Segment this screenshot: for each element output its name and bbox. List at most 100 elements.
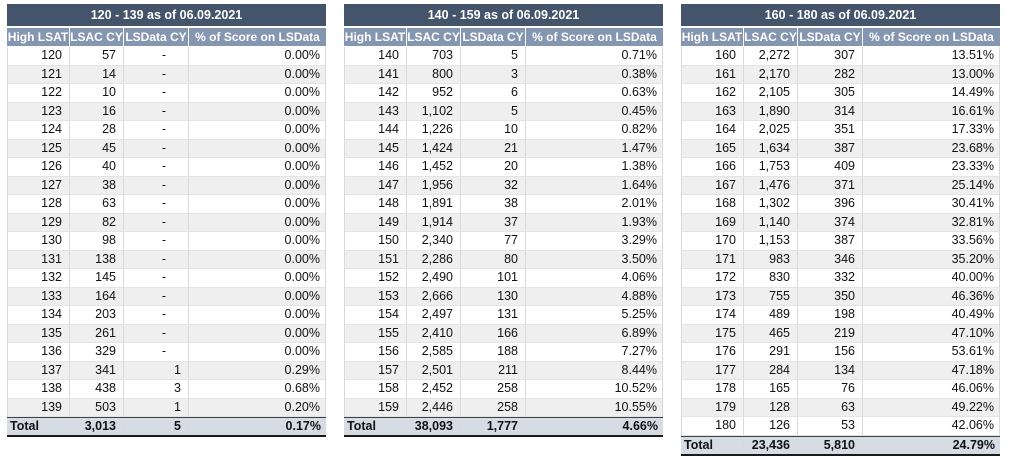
cell: 132 bbox=[41, 270, 62, 284]
cell: 127 bbox=[41, 177, 62, 192]
cell: 122 bbox=[41, 85, 62, 99]
cell: 1,476 bbox=[743, 176, 797, 194]
cell: - bbox=[123, 287, 188, 305]
cell: 1,452 bbox=[406, 158, 460, 176]
cell: 0.00% bbox=[188, 269, 325, 287]
cell: 138 bbox=[41, 381, 62, 395]
table-row: 146 1,452 20 1.38% bbox=[345, 158, 662, 177]
cell: 371 bbox=[797, 176, 862, 194]
cell: 126 bbox=[41, 159, 62, 173]
cell: 153 bbox=[378, 288, 399, 303]
cell: 98 bbox=[69, 232, 123, 250]
cell: 140 bbox=[378, 48, 399, 62]
total-lsac-cy: 23,436 bbox=[743, 436, 797, 454]
cell: 0.68% bbox=[188, 380, 325, 398]
cell: 10.52% bbox=[525, 380, 662, 398]
cell: 1,102 bbox=[406, 102, 460, 120]
table-body: 140 703 5 0.71% 141 800 3 0.38% 142 952 6 0.63% 143 1… bbox=[344, 47, 663, 417]
cell: 128 bbox=[41, 196, 62, 210]
cell: 6.89% bbox=[525, 324, 662, 342]
cell: 3 bbox=[123, 380, 188, 398]
cell: - bbox=[123, 250, 188, 268]
cell: - bbox=[123, 158, 188, 176]
cell: - bbox=[123, 269, 188, 287]
cell: 409 bbox=[797, 158, 862, 176]
total-pct-score: 0.17% bbox=[188, 418, 326, 435]
cell: 8.44% bbox=[525, 361, 662, 379]
cell: 0.00% bbox=[188, 84, 325, 102]
cell: 5.25% bbox=[525, 306, 662, 324]
table-row: 173 755 350 46.36% bbox=[682, 287, 999, 306]
cell: 0.00% bbox=[188, 287, 325, 305]
cell: 168 bbox=[715, 196, 736, 210]
cell: 350 bbox=[797, 287, 862, 305]
cell: 0.00% bbox=[188, 121, 325, 139]
cell: 755 bbox=[743, 287, 797, 305]
table-row: 134 203-0.00% bbox=[8, 306, 325, 325]
cell: 144 bbox=[378, 122, 399, 136]
cell: 63 bbox=[797, 398, 862, 416]
cell: - bbox=[123, 65, 188, 83]
cell: 148 bbox=[378, 196, 399, 210]
table-row: 171 983 346 35.20% bbox=[682, 250, 999, 269]
cell: 53 bbox=[797, 417, 862, 435]
cell: 125 bbox=[41, 140, 62, 155]
cell: 800 bbox=[406, 65, 460, 83]
cell: 0.00% bbox=[188, 176, 325, 194]
cell: 258 bbox=[460, 380, 525, 398]
cell: 123 bbox=[41, 103, 62, 118]
cell: 2,105 bbox=[743, 84, 797, 102]
cell: 23.33% bbox=[862, 158, 999, 176]
cell: 63 bbox=[69, 195, 123, 213]
cell: 14.49% bbox=[862, 84, 999, 102]
cell: 307 bbox=[797, 47, 862, 65]
table-row: 156 2,585 188 7.27% bbox=[345, 343, 662, 362]
cell: 1,890 bbox=[743, 102, 797, 120]
cell: 0.63% bbox=[525, 84, 662, 102]
cell: 346 bbox=[797, 250, 862, 268]
cell: 1.93% bbox=[525, 213, 662, 231]
table-row: 128 63-0.00% bbox=[8, 195, 325, 214]
cell: 3 bbox=[460, 65, 525, 83]
cell: 0.00% bbox=[188, 195, 325, 213]
cell: 503 bbox=[69, 398, 123, 416]
header-lsac-cy: LSAC CY bbox=[69, 28, 123, 46]
cell: 131 bbox=[460, 306, 525, 324]
table-row: 136 329-0.00% bbox=[8, 343, 325, 362]
cell: 0.00% bbox=[188, 65, 325, 83]
table-row: 124 28-0.00% bbox=[8, 121, 325, 140]
cell: 374 bbox=[797, 213, 862, 231]
total-label: Total bbox=[684, 437, 713, 452]
cell: 282 bbox=[797, 65, 862, 83]
header-lsac-cy: LSAC CY bbox=[406, 28, 460, 46]
cell: 438 bbox=[69, 380, 123, 398]
header-high-lsat: High LSAT bbox=[681, 28, 743, 46]
score-table-140-159: 140 - 159 as of 06.09.2021 High LSAT LSA… bbox=[344, 4, 663, 437]
table-row: 160 2,272 307 13.51% bbox=[682, 47, 999, 66]
table-row: 148 1,891 38 2.01% bbox=[345, 195, 662, 214]
cell: - bbox=[123, 343, 188, 361]
cell: 163 bbox=[715, 103, 736, 118]
table-row: 122 10-0.00% bbox=[8, 84, 325, 103]
cell: 2,340 bbox=[406, 232, 460, 250]
cell: 219 bbox=[797, 324, 862, 342]
cell: 341 bbox=[69, 361, 123, 379]
cell: 1,140 bbox=[743, 213, 797, 231]
cell: 2,585 bbox=[406, 343, 460, 361]
cell: 157 bbox=[378, 362, 399, 377]
cell: 133 bbox=[41, 288, 62, 303]
cell: 13.51% bbox=[862, 47, 999, 65]
cell: 149 bbox=[378, 214, 399, 229]
table-row: 152 2,490 101 4.06% bbox=[345, 269, 662, 288]
cell: 5 bbox=[460, 47, 525, 65]
total-label: Total bbox=[347, 419, 376, 433]
cell: 173 bbox=[715, 288, 736, 303]
cell: 46.06% bbox=[862, 380, 999, 398]
cell: 164 bbox=[715, 122, 736, 136]
cell: 211 bbox=[460, 361, 525, 379]
cell: 4.06% bbox=[525, 269, 662, 287]
table-row: 159 2,446 258 10.55% bbox=[345, 398, 662, 417]
cell: 952 bbox=[406, 84, 460, 102]
cell: 135 bbox=[41, 325, 62, 340]
